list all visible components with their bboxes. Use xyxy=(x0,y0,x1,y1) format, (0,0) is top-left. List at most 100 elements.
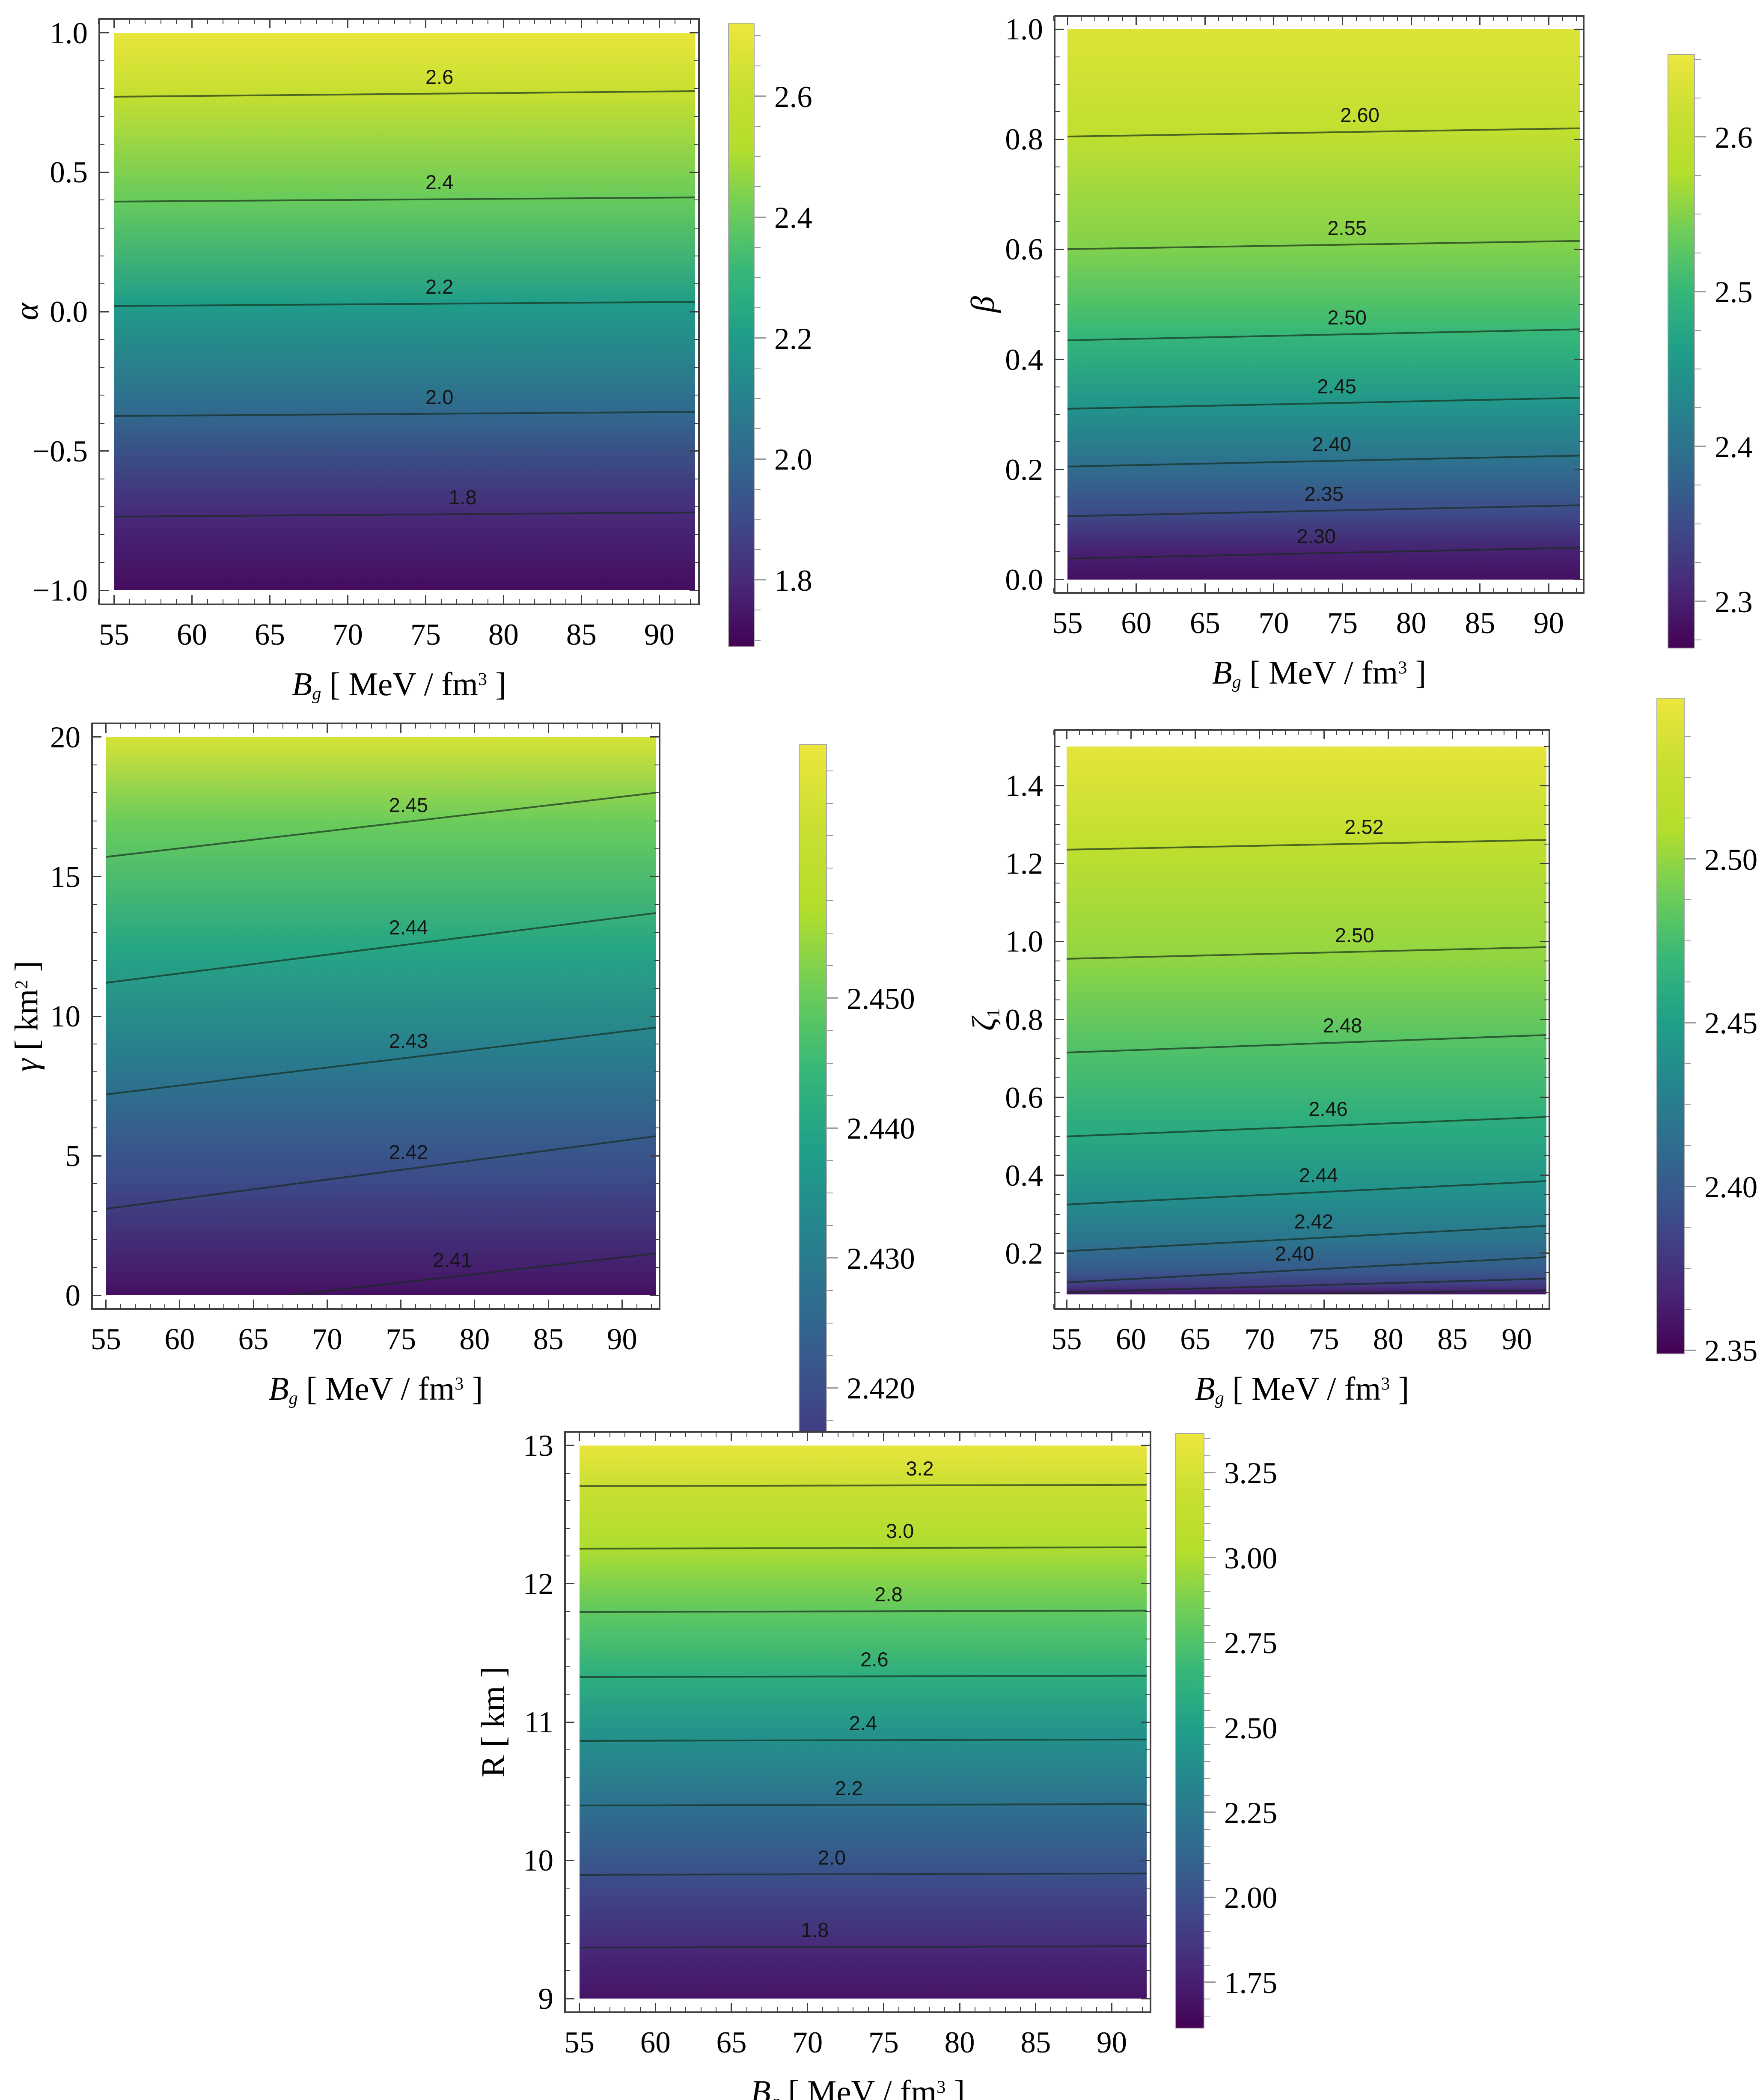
x-minor-tick-top xyxy=(1272,730,1273,735)
x-major-tick-top xyxy=(1259,730,1261,739)
axis-title-part: ] xyxy=(945,2073,965,2100)
x-minor-tick-top xyxy=(300,19,302,24)
axis-title-part: g xyxy=(1215,1388,1224,1408)
colorbar-minor-tick xyxy=(1685,1309,1691,1310)
y-minor-tick xyxy=(565,1970,570,1972)
x-minor-tick-top xyxy=(1156,730,1157,735)
colorbar-tick-label: 2.2 xyxy=(774,322,812,356)
x-major-tick-top xyxy=(1035,1432,1037,1441)
x-minor-tick xyxy=(1349,1304,1350,1309)
colorbar-minor-tick xyxy=(1204,1862,1210,1864)
x-minor-tick-top xyxy=(1383,16,1384,21)
axis-title-part: 3 xyxy=(936,2077,946,2097)
colorbar-tick-label: 2.50 xyxy=(1224,1711,1278,1745)
y-minor-tick xyxy=(565,1749,570,1750)
axis-title-part: [ MeV / fm xyxy=(779,2073,937,2100)
y-major-tick-right xyxy=(690,32,699,34)
y-minor-tick xyxy=(99,88,104,89)
x-minor-tick xyxy=(300,599,302,604)
colorbar-minor-tick xyxy=(827,1420,833,1421)
colorbar-minor-tick xyxy=(1685,776,1691,778)
y-minor-tick xyxy=(92,1099,97,1101)
y-axis-title-radius: R [ km ] xyxy=(474,1667,512,1778)
contour-label: 2.60 xyxy=(1340,104,1379,127)
x-major-tick-top xyxy=(621,723,623,733)
contour-line xyxy=(1067,455,1581,468)
y-minor-tick-right xyxy=(694,367,699,368)
x-major-tick-top xyxy=(807,1432,809,1441)
y-minor-tick xyxy=(565,1611,570,1612)
y-minor-tick xyxy=(1055,804,1060,806)
x-minor-tick-top xyxy=(238,723,239,729)
colorbar-major-tick xyxy=(827,1257,838,1259)
contour-line xyxy=(106,1135,656,1210)
x-minor-tick-top xyxy=(929,1432,930,1437)
y-minor-tick-right xyxy=(1145,1666,1151,1667)
y-minor-tick xyxy=(1055,843,1060,845)
y-major-tick xyxy=(99,171,109,173)
x-major-tick-top xyxy=(502,19,504,28)
y-minor-tick xyxy=(92,1211,97,1212)
x-minor-tick-top xyxy=(533,723,534,729)
x-minor-tick-top xyxy=(624,1432,626,1437)
x-minor-tick xyxy=(1053,588,1054,593)
colorbar-minor-tick xyxy=(1204,1659,1210,1660)
colorbar-minor-tick xyxy=(1685,899,1691,901)
colorbar-minor-tick xyxy=(1204,1523,1210,1524)
x-major-tick xyxy=(502,595,504,604)
x-minor-tick-top xyxy=(1108,16,1109,21)
x-major-tick xyxy=(1410,583,1412,593)
x-minor-tick xyxy=(1108,588,1109,593)
x-minor-tick-top xyxy=(331,19,333,24)
x-minor-tick-top xyxy=(1534,16,1536,21)
contour-line xyxy=(1067,1034,1546,1053)
colorbar-major-tick xyxy=(1685,1022,1696,1023)
y-minor-tick-right xyxy=(694,283,699,284)
x-minor-tick-top xyxy=(1452,16,1453,21)
x-minor-tick-top xyxy=(1356,16,1357,21)
y-minor-tick-right xyxy=(1544,765,1549,767)
y-tick-label: 1.4 xyxy=(1005,769,1043,803)
x-minor-tick xyxy=(175,599,177,604)
x-minor-tick-top xyxy=(1466,16,1467,21)
y-minor-tick-right xyxy=(654,1127,660,1128)
x-major-tick-top xyxy=(1195,730,1196,739)
colorbar-tick-label: 3.25 xyxy=(1224,1457,1278,1490)
y-major-tick xyxy=(1055,138,1064,140)
x-tick-label: 85 xyxy=(533,1323,564,1356)
x-minor-tick xyxy=(331,599,333,604)
x-minor-tick-top xyxy=(1397,16,1398,21)
y-minor-tick xyxy=(92,848,97,849)
x-minor-tick xyxy=(643,599,644,604)
x-minor-tick xyxy=(792,2007,793,2012)
y-tick-label: 11 xyxy=(524,1706,553,1739)
x-minor-tick xyxy=(1272,1304,1273,1309)
x-minor-tick-top xyxy=(297,723,298,729)
y-minor-tick xyxy=(1055,1194,1060,1196)
colorbar-radius-frame xyxy=(1175,1433,1204,2029)
x-minor-tick-top xyxy=(285,19,286,24)
y-tick-label: 0.8 xyxy=(1005,123,1043,157)
x-major-tick xyxy=(621,1300,623,1309)
contour-label: 2.43 xyxy=(389,1029,428,1052)
colorbar-minor-tick xyxy=(755,307,761,308)
y-tick-label: 5 xyxy=(65,1139,81,1173)
y-minor-tick-right xyxy=(654,1211,660,1212)
colorbar-major-tick xyxy=(827,1387,838,1389)
x-minor-tick-top xyxy=(700,1432,702,1437)
y-minor-tick xyxy=(1055,1058,1060,1059)
x-minor-tick-top xyxy=(565,19,566,24)
y-major-tick xyxy=(1055,248,1064,250)
x-minor-tick-top xyxy=(1182,730,1183,735)
colorbar-minor-tick xyxy=(1204,1761,1210,1762)
x-minor-tick xyxy=(91,1304,92,1309)
contour-label: 2.52 xyxy=(1344,815,1384,839)
x-minor-tick xyxy=(285,599,286,604)
colorbar-major-tick xyxy=(1204,1981,1216,1983)
y-minor-tick xyxy=(565,1500,570,1502)
x-tick-label: 60 xyxy=(1121,607,1152,640)
colorbar-tick-label: 2.5 xyxy=(1715,276,1753,309)
x-minor-tick-top xyxy=(1092,730,1093,735)
axis-title-part: g xyxy=(771,2091,780,2100)
colorbar-beta-gradient xyxy=(1668,55,1694,648)
